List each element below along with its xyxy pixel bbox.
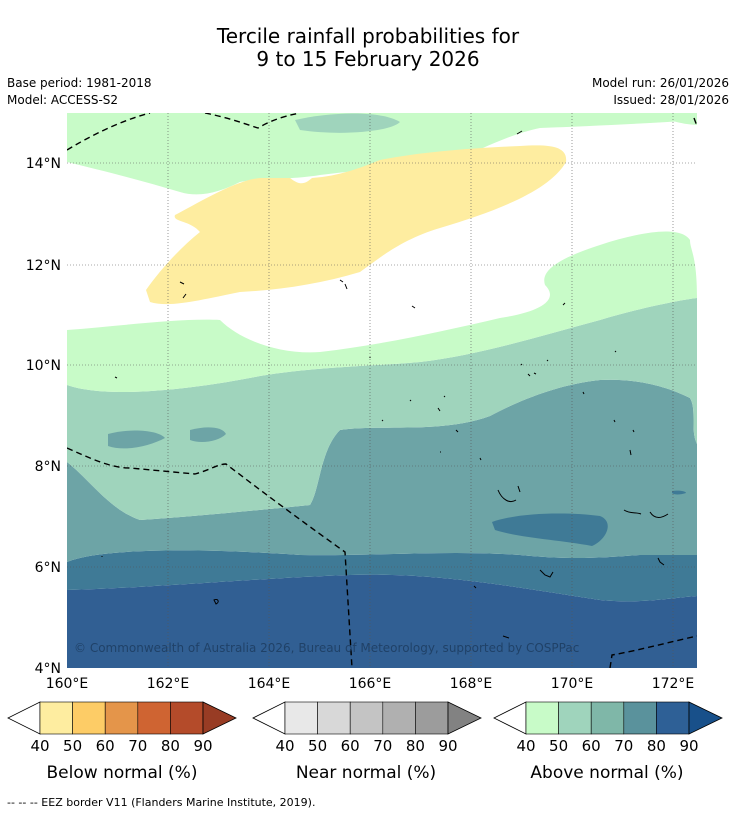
probability-field xyxy=(67,113,697,668)
region-above-40-east xyxy=(660,113,697,125)
colorbar-above-normal xyxy=(493,701,723,735)
colorbar-below-ticks: 40 50 60 70 80 90 xyxy=(30,737,212,755)
region-above-80 xyxy=(67,574,697,668)
base-period-label: Base period: 1981-2018 xyxy=(7,76,152,90)
colorbar-near-tick: 80 xyxy=(406,737,425,755)
eez-footnote: -- -- -- EEZ border V11 (Flanders Marine… xyxy=(7,796,316,809)
lon-label-172e: 172°E xyxy=(652,676,695,692)
colorbar-below-title: Below normal (%) xyxy=(47,763,198,783)
region-above-70 xyxy=(67,550,697,602)
lon-labels: 160°E 162°E 164°E 166°E 168°E 170°E 172°… xyxy=(46,676,695,692)
colorbar-near-title: Near normal (%) xyxy=(296,763,436,783)
colorbar-titles: Below normal (%) Near normal (%) Above n… xyxy=(47,763,684,783)
model-label: Model: ACCESS-S2 xyxy=(7,93,119,107)
islands xyxy=(101,130,669,639)
region-above-60-patch-center xyxy=(190,427,226,442)
colorbar-above-tick: 40 xyxy=(516,737,535,755)
colorbar-near-seg-5 xyxy=(415,701,449,735)
colorbar-above-over xyxy=(688,701,723,735)
map-copyright: © Commonwealth of Australia 2026, Bureau… xyxy=(74,641,579,655)
colorbar-below-tick: 60 xyxy=(96,737,115,755)
colorbar-near-seg-4 xyxy=(382,701,416,735)
colorbar-near-tick: 70 xyxy=(373,737,392,755)
lon-label-168e: 168°E xyxy=(450,676,493,692)
region-above-70-speck xyxy=(672,490,686,495)
colorbar-above-tick: 60 xyxy=(582,737,601,755)
colorbar-above-seg-1 xyxy=(525,701,559,735)
region-above-40-north xyxy=(67,113,697,195)
issued-label: Issued: 28/01/2026 xyxy=(613,93,729,107)
lon-label-164e: 164°E xyxy=(248,676,291,692)
gridlines xyxy=(67,113,697,668)
lat-label-14n: 14°N xyxy=(26,156,61,172)
region-below-40 xyxy=(146,145,567,305)
region-above-40-south xyxy=(67,231,697,392)
lat-label-8n: 8°N xyxy=(35,459,61,475)
colorbar-below-seg-2 xyxy=(72,701,106,735)
colorbar-below-seg-5 xyxy=(170,701,204,735)
colorbar-near-tick: 60 xyxy=(341,737,360,755)
colorbar-above-tick: 90 xyxy=(679,737,698,755)
colorbar-near-tick: 40 xyxy=(275,737,294,755)
colorbar-near-tick: 50 xyxy=(308,737,327,755)
colorbar-near-seg-3 xyxy=(349,701,384,735)
colorbar-above-seg-4 xyxy=(623,701,657,735)
lon-label-170e: 170°E xyxy=(551,676,594,692)
colorbar-above-tick: 70 xyxy=(614,737,633,755)
colorbar-near-normal xyxy=(252,701,482,735)
colorbar-above-title: Above normal (%) xyxy=(530,763,683,783)
colorbar-above-under xyxy=(493,701,527,735)
colorbar-above-seg-2 xyxy=(558,701,592,735)
lat-label-4n: 4°N xyxy=(35,661,61,677)
colorbar-above-seg-5 xyxy=(656,701,690,735)
colorbar-below-tick: 80 xyxy=(161,737,180,755)
model-run-label: Model run: 26/01/2026 xyxy=(591,76,729,90)
colorbar-near-seg-1 xyxy=(284,701,318,735)
colorbar-near-seg-2 xyxy=(317,701,351,735)
colorbar-below-tick: 90 xyxy=(193,737,212,755)
colorbar-below-under xyxy=(7,701,41,735)
colorbar-above-tick: 80 xyxy=(647,737,666,755)
colorbar-near-ticks: 40 50 60 70 80 90 xyxy=(275,737,457,755)
region-above-50-north-patch xyxy=(295,113,400,133)
lon-label-160e: 160°E xyxy=(46,676,89,692)
region-above-60-patch-west xyxy=(108,430,165,449)
lat-labels: 14°N 12°N 10°N 8°N 6°N 4°N xyxy=(26,156,61,677)
colorbar-above-tick: 50 xyxy=(549,737,568,755)
colorbar-below-over xyxy=(202,701,237,735)
colorbar-above-ticks: 40 50 60 70 80 90 xyxy=(516,737,698,755)
lon-label-166e: 166°E xyxy=(349,676,392,692)
lon-label-162e: 162°E xyxy=(147,676,190,692)
colorbar-below-normal xyxy=(7,701,237,735)
colorbar-below-tick: 70 xyxy=(128,737,147,755)
colorbar-near-under xyxy=(252,701,286,735)
colorbar-below-tick: 50 xyxy=(63,737,82,755)
colorbar-below-tick: 40 xyxy=(30,737,49,755)
lat-label-10n: 10°N xyxy=(26,358,61,374)
colorbar-above-seg-3 xyxy=(590,701,625,735)
map-title-line2: 9 to 15 February 2026 xyxy=(256,47,480,71)
lat-label-12n: 12°N xyxy=(26,258,61,274)
colorbar-below-seg-3 xyxy=(104,701,139,735)
eez-borders xyxy=(67,113,697,668)
colorbar-near-tick: 90 xyxy=(438,737,457,755)
lat-label-6n: 6°N xyxy=(35,560,61,576)
colorbar-below-seg-4 xyxy=(137,701,171,735)
region-above-70-patch xyxy=(492,513,608,546)
colorbar-near-over xyxy=(447,701,482,735)
map-title-line1: Tercile rainfall probabilities for xyxy=(216,24,520,48)
colorbar-below-seg-1 xyxy=(39,701,73,735)
